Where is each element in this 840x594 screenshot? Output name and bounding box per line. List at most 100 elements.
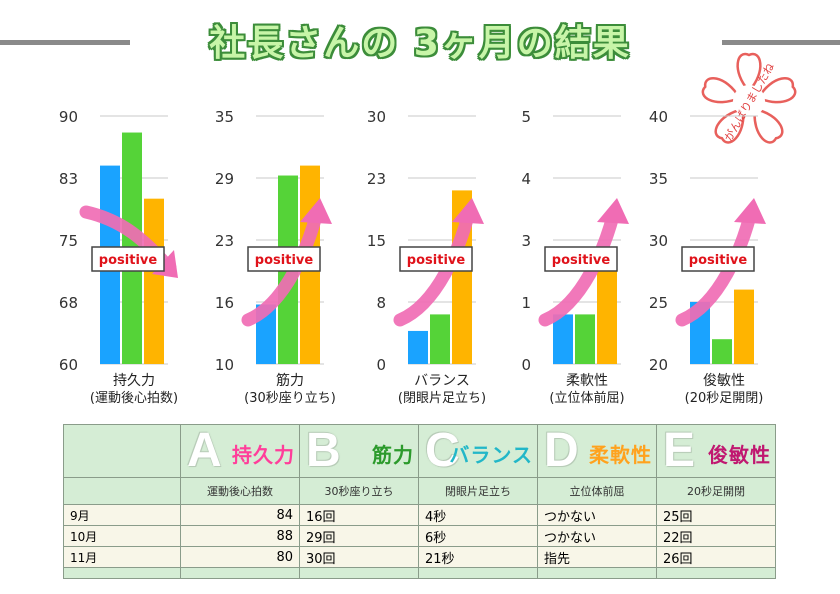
cell: 80: [180, 546, 300, 568]
subheader-c: 閉眼片足立ち: [418, 477, 538, 505]
x-sublabel: (30秒座り立ち): [244, 391, 336, 406]
x-label: 柔軟性: [566, 373, 608, 389]
cell: 88: [180, 525, 300, 547]
subheader-a: 運動後心拍数: [180, 477, 300, 505]
positive-badge-text: positive: [255, 253, 314, 268]
trend-arrow-head: [452, 198, 484, 224]
x-label: 持久力: [113, 373, 155, 389]
header-e: E 俊敏性: [656, 424, 776, 478]
tick-label: 5: [521, 108, 531, 126]
positive-badge-text: positive: [689, 253, 748, 268]
right-rule: [722, 40, 840, 45]
tick-label: 15: [367, 232, 386, 250]
x-sublabel: (運動後心拍数): [90, 391, 178, 406]
cell: 21秒: [418, 546, 538, 568]
header-letter: E: [663, 424, 696, 477]
header-name: 柔軟性: [589, 443, 652, 467]
trend-arrow: [241, 209, 323, 327]
header-name: 持久力: [232, 443, 295, 467]
cell: 84: [180, 504, 300, 526]
x-sublabel: (立位体前屈): [549, 390, 624, 406]
header-b: B 筋力: [299, 424, 419, 478]
tick-label: 35: [649, 170, 668, 188]
tick-label: 68: [59, 294, 78, 312]
subheader-e: 20秒足開閉: [656, 477, 776, 505]
cell: 指先: [537, 546, 657, 568]
tick-label: 29: [215, 170, 234, 188]
tick-label: 75: [59, 232, 78, 250]
row-month: 11月: [63, 546, 181, 568]
tick-label: 35: [215, 108, 234, 126]
bar-charts: 9083756860positive持久力(運動後心拍数)3529231610p…: [59, 108, 766, 406]
header-a: A 持久力: [180, 424, 300, 478]
trend-arrow-head: [734, 198, 766, 224]
tick-label: 40: [649, 108, 668, 126]
row-month: 10月: [63, 525, 181, 547]
table-row: 10月 88 29回 6秒 つかない 22回: [63, 525, 776, 547]
subheader-b: 30秒座り立ち: [299, 477, 419, 505]
tick-label: 60: [59, 356, 78, 374]
sakura-stamp: がんばりましたね: [701, 52, 797, 144]
left-rule: [0, 40, 130, 45]
cell: 22回: [656, 525, 776, 547]
tick-label: 1: [521, 294, 531, 312]
cell: つかない: [537, 525, 657, 547]
trend-arrow-head: [300, 198, 332, 224]
page-title: 社長さんの 3ヶ月の結果: [209, 23, 631, 64]
header-letter: C: [425, 424, 460, 477]
tick-label: 0: [521, 356, 531, 374]
x-sublabel: (閉眼片足立ち): [398, 391, 486, 406]
tick-label: 10: [215, 356, 234, 374]
tick-label: 83: [59, 170, 78, 188]
cell: 25回: [656, 504, 776, 526]
bar-10月: [575, 314, 595, 364]
table-corner: [63, 424, 181, 478]
positive-badge-text: positive: [552, 253, 611, 268]
x-label: 筋力: [276, 372, 304, 389]
header-name: 筋力: [372, 443, 414, 467]
cell: 30回: [299, 546, 419, 568]
positive-badge-text: positive: [99, 253, 158, 268]
positive-badge: [247, 246, 321, 272]
tick-label: 30: [367, 108, 386, 126]
tick-label: 20: [649, 356, 668, 374]
table-footer-row: [63, 567, 776, 579]
cell: 4秒: [418, 504, 538, 526]
table-row: 9月 84 16回 4秒 つかない 25回: [63, 504, 776, 526]
bar-11月: [597, 264, 617, 364]
tick-label: 23: [215, 232, 234, 250]
tick-label: 0: [376, 356, 386, 374]
header-c: C バランス: [418, 424, 538, 478]
x-label: バランス: [414, 373, 470, 389]
header-letter: D: [544, 424, 579, 477]
subheader-d: 立位体前屈: [537, 477, 657, 505]
positive-badge-text: positive: [407, 253, 466, 268]
positive-badge: [544, 246, 618, 272]
positive-badge: [399, 246, 473, 272]
header-d: D 柔軟性: [537, 424, 657, 478]
cell: 29回: [299, 525, 419, 547]
results-table: A 持久力 B 筋力 C バランス D 柔軟性 E 俊敏性 運動後心拍数 30秒座り立ち …: [63, 424, 776, 579]
tick-label: 90: [59, 108, 78, 126]
tick-label: 8: [376, 294, 386, 312]
bar-9月: [553, 314, 573, 364]
positive-badge: [91, 246, 165, 272]
tick-label: 25: [649, 294, 668, 312]
cell: 26回: [656, 546, 776, 568]
trend-arrow: [538, 209, 620, 327]
tick-label: 16: [215, 294, 234, 312]
x-sublabel: (20秒足開閉): [685, 391, 764, 406]
table-row: 11月 80 30回 21秒 指先 26回: [63, 546, 776, 568]
header-name: バランス: [449, 443, 533, 467]
tick-label: 30: [649, 232, 668, 250]
positive-badge: [681, 246, 755, 272]
cell: 6秒: [418, 525, 538, 547]
cell: 16回: [299, 504, 419, 526]
trend-arrow-head: [597, 198, 629, 224]
row-month: 9月: [63, 504, 181, 526]
bar-9月: [408, 330, 428, 364]
trend-arrow: [675, 209, 757, 327]
tick-label: 4: [521, 170, 531, 188]
bar-11月: [144, 198, 164, 364]
x-label: 俊敏性: [703, 373, 745, 389]
